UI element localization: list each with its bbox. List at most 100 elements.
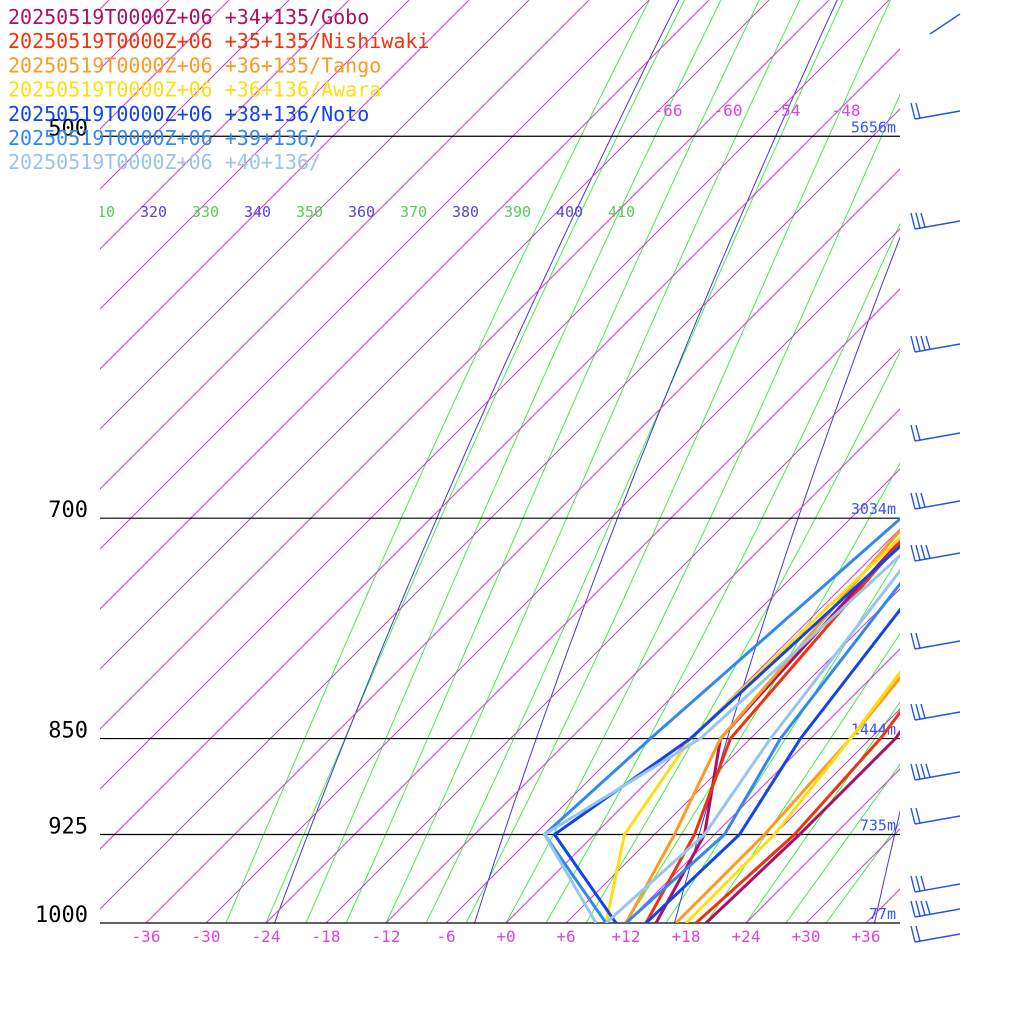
height-label: 735m	[860, 817, 896, 835]
wind-barb-flag	[910, 102, 916, 120]
wind-barb-flag	[920, 703, 926, 719]
isotherm-line	[100, 0, 350, 250]
wind-barb-flag	[910, 925, 916, 943]
wind-barb-flag	[920, 900, 926, 916]
height-label: 5656m	[851, 118, 896, 136]
moist-adiabat-line	[625, 462, 900, 923]
temperature-tick-label: +0	[496, 927, 515, 946]
theta-label: 330	[192, 203, 219, 221]
wind-barb	[910, 763, 961, 781]
upper-temperature-label: -60	[714, 101, 743, 120]
isotherm-line	[100, 0, 890, 790]
isotherm-line	[745, 768, 900, 923]
isotherm-line	[265, 288, 900, 923]
isotherm-line	[565, 588, 900, 923]
moist-adiabat-line	[465, 0, 891, 923]
axis-mask	[0, 200, 100, 222]
isotherm-line	[100, 0, 710, 610]
series-dewpoint-line	[644, 539, 900, 923]
moist-adiabat-line	[425, 0, 844, 923]
moist-adiabat-line	[585, 350, 900, 923]
legend-entry: 20250519T0000Z+06 +36+136/Awara	[8, 78, 381, 102]
temperature-tick-label: -24	[252, 927, 281, 946]
legend-entry: 20250519T0000Z+06 +39+136/	[8, 126, 321, 150]
wind-barb-shaft	[914, 815, 961, 825]
wind-barb-flag	[925, 900, 931, 915]
series-dewpoint-line	[624, 528, 900, 923]
wind-barb	[910, 102, 961, 120]
dry-adiabats	[274, 0, 900, 923]
series-temperature-line	[604, 568, 900, 923]
upper-temperature-label: -48	[832, 101, 861, 120]
series-dewpoint-line	[543, 553, 900, 923]
theta-label: 390	[504, 203, 531, 221]
isotherm-line	[100, 0, 410, 310]
isotherm-line	[100, 0, 470, 370]
theta-label: 380	[452, 203, 479, 221]
isotherm-line	[100, 0, 650, 550]
wind-barb-flag	[910, 544, 916, 562]
wind-barb	[929, 13, 961, 35]
legend-entry: 20250519T0000Z+06 +38+136/Noto	[8, 102, 369, 126]
legend-entry: 20250519T0000Z+06 +40+136/	[8, 150, 321, 174]
wind-barb-flag	[920, 335, 926, 351]
pressure-label: 700	[48, 498, 88, 523]
wind-barb-flag	[915, 424, 921, 441]
moist-adiabat-line	[345, 0, 760, 923]
theta-label: 400	[556, 203, 583, 221]
wind-barb-flag	[915, 763, 921, 780]
axis-labels: -36 -30 -24 -18 -12 -6 +0 +6 +12 +18 +24 +30 +36 -66 -…	[0, 101, 880, 946]
temperature-tick-label: +30	[792, 927, 821, 946]
wind-barb-shaft	[914, 500, 961, 510]
wind-barb-flag	[925, 335, 931, 350]
wind-barb-flag	[910, 212, 916, 230]
wind-barb-flag	[915, 900, 921, 917]
isotherms	[100, 0, 900, 923]
wind-barb	[910, 424, 961, 442]
temperature-tick-label: -6	[436, 927, 455, 946]
upper-temperature-label: -66	[654, 101, 683, 120]
wind-barb	[910, 925, 961, 943]
wind-barb-flag	[915, 875, 921, 892]
isotherm-line	[205, 228, 900, 923]
isotherm-line	[100, 108, 900, 910]
wind-barb-flag	[910, 703, 916, 721]
isotherm-line	[865, 888, 900, 923]
wind-barb-flag	[910, 335, 916, 353]
wind-barb-flag	[910, 763, 916, 781]
wind-barb-shaft	[914, 771, 961, 781]
theta-label: 320	[140, 203, 167, 221]
wind-barb	[910, 335, 961, 353]
isotherm-line	[100, 0, 770, 670]
wind-barb-flag	[910, 632, 916, 650]
height-label: 3034m	[851, 500, 896, 518]
wind-barb-flag	[920, 492, 926, 508]
wind-barb	[910, 632, 961, 650]
isotherm-line	[100, 0, 830, 730]
wind-barb	[910, 212, 961, 230]
temperature-tick-label: +36	[852, 927, 881, 946]
wind-barb-flag	[915, 925, 921, 942]
theta-label: 410	[608, 203, 635, 221]
temperature-tick-label: -30	[192, 927, 221, 946]
wind-barbs	[910, 13, 961, 943]
pressure-label: 850	[48, 719, 88, 744]
wind-barb-flag	[920, 544, 926, 560]
legend-entry: 20250519T0000Z+06 +35+135/Nishiwaki	[8, 29, 429, 53]
series-dewpoint-line	[654, 538, 900, 923]
series-temperature-line	[684, 670, 900, 923]
isotherm-line	[100, 0, 590, 490]
wind-barb-flag	[915, 807, 921, 824]
temperature-tick-label: -12	[372, 927, 401, 946]
temperature-tick-label: -36	[132, 927, 161, 946]
legend-entry: 20250519T0000Z+06 +36+135/Tango	[8, 53, 381, 77]
wind-barb-flag	[915, 544, 921, 561]
wind-barb	[910, 875, 961, 893]
wind-barb-flag	[910, 875, 916, 893]
legend: 20250519T0000Z+06 +34+135/Gobo20250519T0…	[8, 5, 429, 174]
moist-adiabat-line	[785, 763, 900, 923]
moist-adiabat-line	[825, 821, 900, 923]
wind-barb	[910, 900, 961, 918]
wind-barb-shaft	[914, 220, 961, 230]
